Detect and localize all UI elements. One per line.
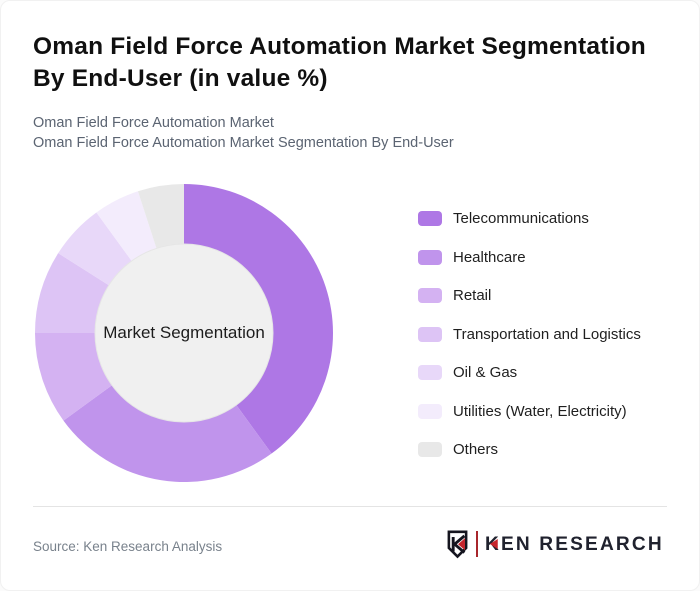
subtitle-line-2: Oman Field Force Automation Market Segme… <box>33 135 454 151</box>
legend-swatch <box>418 326 442 342</box>
brand-text: K EN RESEARCH <box>485 533 664 556</box>
legend-item[interactable]: Telecommunications <box>418 211 641 226</box>
legend-label: Healthcare <box>453 248 526 266</box>
donut-svg <box>35 184 333 482</box>
legend-item[interactable]: Others <box>418 442 641 457</box>
footer-divider <box>33 506 667 507</box>
donut-segment[interactable] <box>58 212 132 286</box>
legend-item[interactable]: Retail <box>418 288 641 303</box>
legend-swatch <box>418 403 442 419</box>
ken-research-emblem-icon <box>447 530 467 558</box>
legend-swatch <box>418 288 442 303</box>
legend-label: Others <box>453 441 499 458</box>
subtitle-line-1: Oman Field Force Automation Market <box>33 115 274 131</box>
chart-subtitles: Oman Field Force Automation Market Oman … <box>33 113 454 153</box>
legend-swatch <box>418 442 442 457</box>
legend-label: Oil & Gas <box>453 364 518 381</box>
donut-segment[interactable] <box>35 253 109 333</box>
donut-segment[interactable] <box>63 385 272 482</box>
legend-label: Telecommunications <box>453 210 589 227</box>
legend: Telecommunications Healthcare Retail Transp… <box>418 211 641 457</box>
legend-label: Transportation and Logistics <box>453 325 641 343</box>
legend-swatch <box>418 211 442 226</box>
page-title: Oman Field Force Automation Market Segme… <box>33 33 646 93</box>
legend-item[interactable]: Transportation and Logistics <box>418 325 641 343</box>
donut-chart <box>34 183 334 483</box>
donut-segment[interactable] <box>35 333 112 421</box>
logo-red-triangle-icon <box>489 539 498 549</box>
donut-segment[interactable] <box>137 184 184 249</box>
legend-label: Retail <box>453 287 492 304</box>
logo-divider-bar <box>475 531 478 557</box>
source-text: Source: Ken Research Analysis <box>33 539 223 554</box>
ken-research-logo: K EN RESEARCH <box>446 528 667 560</box>
legend-swatch <box>418 365 442 380</box>
legend-item[interactable]: Utilities (Water, Electricity) <box>418 402 641 420</box>
emblem-red-triangle-icon <box>457 537 465 550</box>
legend-item[interactable]: Oil & Gas <box>418 365 641 380</box>
donut-segment[interactable] <box>96 191 157 261</box>
donut-segment[interactable] <box>184 184 333 454</box>
brand-rest: EN RESEARCH <box>500 532 664 555</box>
legend-label: Utilities (Water, Electricity) <box>453 402 627 420</box>
donut-hole <box>94 243 274 423</box>
legend-item[interactable]: Healthcare <box>418 248 641 266</box>
legend-swatch <box>418 249 442 265</box>
